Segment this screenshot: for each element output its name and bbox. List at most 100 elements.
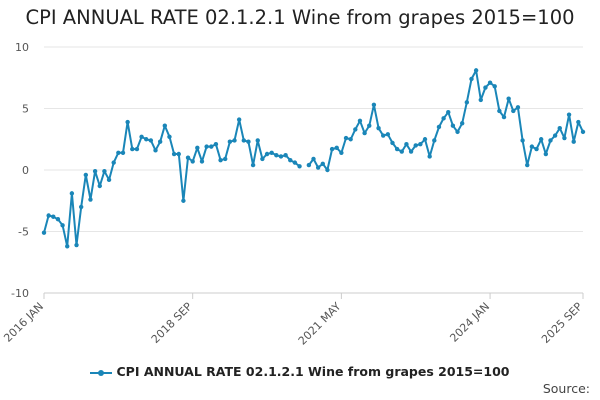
data-point[interactable] (520, 138, 525, 143)
data-point[interactable] (552, 133, 558, 138)
data-point[interactable] (385, 132, 391, 137)
data-point[interactable] (357, 118, 363, 124)
data-point[interactable] (538, 137, 544, 142)
data-point[interactable] (264, 151, 270, 157)
data-point[interactable] (576, 119, 581, 125)
data-point[interactable] (181, 198, 186, 203)
data-point[interactable] (469, 76, 474, 82)
data-point[interactable] (362, 130, 367, 136)
data-point[interactable] (515, 105, 521, 110)
data-point[interactable] (511, 108, 516, 114)
data-point[interactable] (557, 125, 562, 131)
data-point[interactable] (408, 149, 414, 154)
data-point[interactable] (525, 162, 530, 168)
data-point[interactable] (65, 244, 70, 249)
data-point[interactable] (320, 161, 325, 167)
data-point[interactable] (83, 172, 89, 178)
data-point[interactable] (413, 143, 418, 148)
data-point[interactable] (436, 124, 442, 130)
data-point[interactable] (250, 162, 256, 168)
data-point[interactable] (148, 138, 154, 143)
data-point[interactable] (162, 123, 168, 128)
data-point[interactable] (418, 141, 423, 147)
data-point[interactable] (120, 150, 126, 155)
data-point[interactable] (190, 159, 195, 164)
data-point[interactable] (478, 97, 483, 103)
data-point[interactable] (459, 121, 465, 126)
data-point[interactable] (106, 177, 112, 183)
data-point[interactable] (543, 151, 549, 157)
data-point[interactable] (427, 154, 432, 159)
data-point[interactable] (41, 230, 47, 235)
data-point[interactable] (139, 134, 144, 139)
data-point[interactable] (199, 159, 205, 164)
data-point[interactable] (566, 112, 572, 117)
data-point[interactable] (246, 139, 251, 144)
data-point[interactable] (51, 214, 56, 219)
data-point[interactable] (501, 114, 507, 120)
data-point[interactable] (125, 119, 130, 125)
data-point[interactable] (394, 146, 400, 152)
data-point[interactable] (353, 127, 358, 132)
data-point[interactable] (157, 139, 163, 144)
data-point[interactable] (390, 140, 395, 146)
data-point[interactable] (371, 102, 377, 108)
data-point[interactable] (134, 146, 140, 152)
data-point[interactable] (339, 150, 344, 155)
data-point[interactable] (348, 137, 353, 142)
data-point[interactable] (111, 160, 116, 165)
data-point[interactable] (529, 144, 535, 149)
data-point[interactable] (232, 138, 237, 143)
data-point[interactable] (367, 123, 372, 128)
data-point[interactable] (144, 137, 149, 142)
legend[interactable]: CPI ANNUAL RATE 02.1.2.1 Wine from grape… (0, 364, 600, 379)
data-point[interactable] (450, 123, 456, 128)
data-point[interactable] (274, 153, 279, 158)
data-point[interactable] (227, 139, 233, 144)
data-point[interactable] (548, 138, 553, 143)
data-point[interactable] (492, 84, 497, 89)
data-point[interactable] (446, 109, 451, 115)
data-point[interactable] (236, 117, 242, 122)
data-point[interactable] (69, 191, 75, 196)
data-point[interactable] (404, 141, 409, 147)
data-point[interactable] (60, 223, 65, 228)
data-point[interactable] (580, 129, 586, 135)
data-point[interactable] (269, 150, 274, 155)
data-point[interactable] (130, 146, 135, 152)
data-point[interactable] (255, 138, 260, 143)
data-point[interactable] (297, 164, 302, 169)
data-point[interactable] (343, 135, 349, 141)
data-point[interactable] (399, 149, 404, 154)
data-point[interactable] (441, 116, 446, 121)
data-point[interactable] (311, 156, 316, 162)
data-point[interactable] (185, 155, 191, 160)
data-point[interactable] (241, 138, 247, 143)
data-point[interactable] (315, 165, 321, 170)
data-point[interactable] (464, 100, 470, 105)
data-point[interactable] (497, 108, 502, 114)
data-point[interactable] (213, 141, 219, 147)
data-point[interactable] (562, 135, 567, 141)
data-point[interactable] (483, 85, 488, 90)
data-point[interactable] (55, 217, 61, 222)
data-point[interactable] (218, 157, 223, 163)
data-point[interactable] (195, 145, 200, 151)
data-point[interactable] (171, 151, 177, 157)
data-point[interactable] (97, 183, 102, 189)
data-point[interactable] (46, 213, 51, 218)
data-point[interactable] (487, 80, 493, 85)
data-point[interactable] (376, 125, 381, 131)
data-point[interactable] (432, 138, 437, 143)
data-point[interactable] (473, 68, 479, 73)
data-point[interactable] (283, 153, 288, 158)
data-point[interactable] (223, 156, 228, 162)
data-point[interactable] (329, 146, 335, 152)
data-point[interactable] (204, 144, 209, 149)
data-point[interactable] (455, 129, 460, 135)
data-point[interactable] (78, 204, 84, 210)
data-point[interactable] (102, 169, 107, 174)
data-point[interactable] (571, 139, 576, 144)
data-point[interactable] (88, 197, 93, 202)
data-point[interactable] (153, 148, 158, 153)
